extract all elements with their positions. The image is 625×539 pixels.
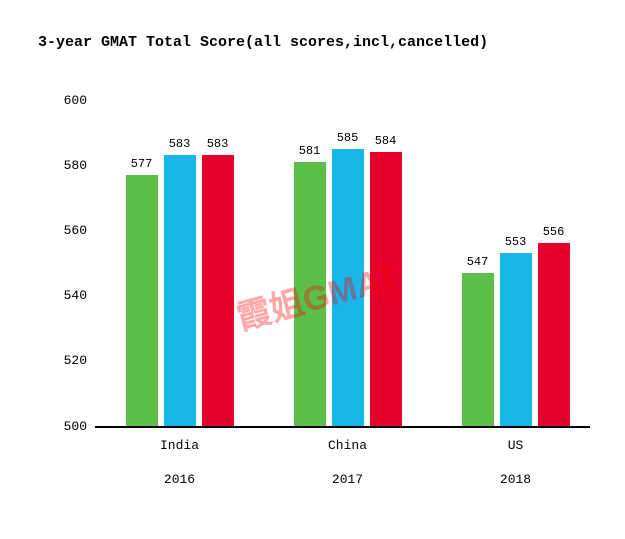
y-axis-tick-label: 520 xyxy=(47,353,87,368)
bar xyxy=(500,253,532,426)
bar-value-label: 553 xyxy=(496,235,536,249)
category-label: US xyxy=(456,438,576,453)
bar xyxy=(538,243,570,426)
bar xyxy=(370,152,402,426)
category-label: China xyxy=(288,438,408,453)
bar xyxy=(202,155,234,426)
bar xyxy=(164,155,196,426)
chart-title: 3-year GMAT Total Score(all scores,incl,… xyxy=(38,34,488,51)
y-axis-tick-label: 600 xyxy=(47,93,87,108)
y-axis-tick-label: 580 xyxy=(47,158,87,173)
bar-value-label: 583 xyxy=(160,137,200,151)
y-axis-tick-label: 540 xyxy=(47,288,87,303)
y-axis-tick-label: 500 xyxy=(47,419,87,434)
bar-value-label: 584 xyxy=(366,134,406,148)
bar-value-label: 583 xyxy=(198,137,238,151)
bar-value-label: 556 xyxy=(534,225,574,239)
bar xyxy=(332,149,364,426)
bar-value-label: 577 xyxy=(122,157,162,171)
y-axis-tick-label: 560 xyxy=(47,223,87,238)
bar xyxy=(294,162,326,426)
bar-value-label: 581 xyxy=(290,144,330,158)
legend-year-label: 2017 xyxy=(288,472,408,487)
bar xyxy=(126,175,158,426)
legend-year-label: 2016 xyxy=(120,472,240,487)
bar xyxy=(462,273,494,426)
legend-year-label: 2018 xyxy=(456,472,576,487)
category-label: India xyxy=(120,438,240,453)
bar-value-label: 585 xyxy=(328,131,368,145)
bar-value-label: 547 xyxy=(458,255,498,269)
